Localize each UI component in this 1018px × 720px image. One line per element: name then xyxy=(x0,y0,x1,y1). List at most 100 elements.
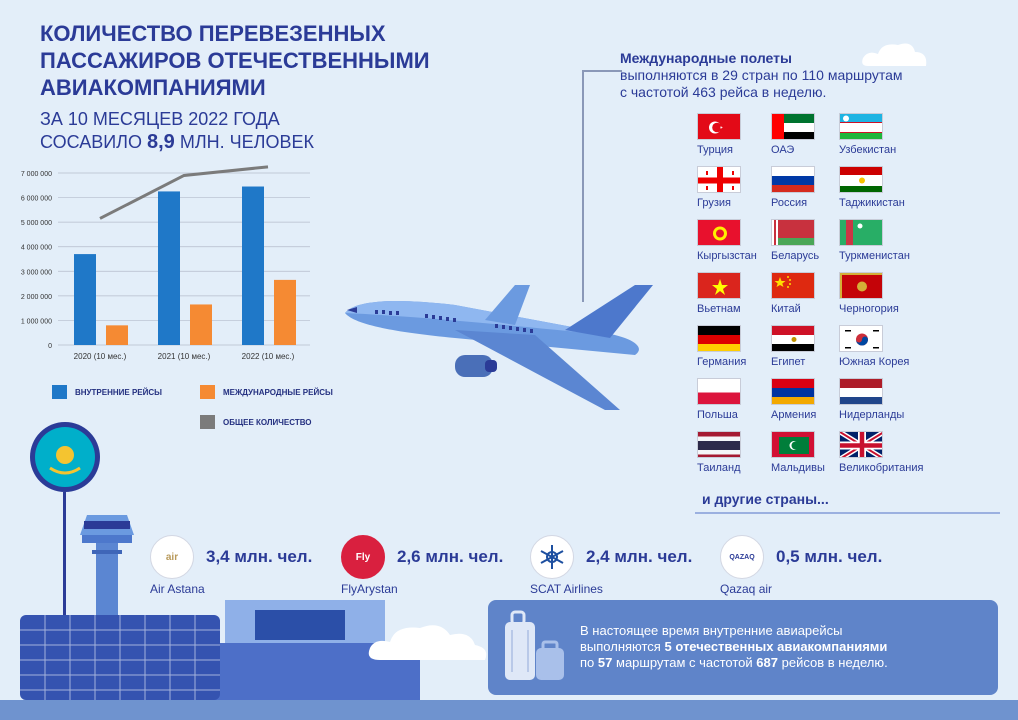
air-astana-logo-icon: air xyxy=(150,535,194,579)
flags-divider xyxy=(695,512,1000,514)
legend-international-swatch xyxy=(200,385,215,399)
germany-flag-icon xyxy=(697,325,741,352)
belarus-flag-icon xyxy=(771,219,815,246)
domestic-info-text: В настоящее время внутренние авиарейсы в… xyxy=(580,623,990,671)
country-item: Беларусь xyxy=(771,219,839,265)
domestic-line3-mid: маршрутам с частотой xyxy=(616,655,753,670)
y-tick-label: 7 000 000 xyxy=(21,171,52,178)
poland-flag-icon xyxy=(697,378,741,405)
legend-domestic: ВНУТРЕННИЕ РЕЙСЫ xyxy=(52,385,162,399)
country-flag-grid: Турция ОАЭ Узбекистан Грузия Россия Таджикист… xyxy=(697,113,949,477)
subtitle-period: ЗА 10 МЕСЯЦЕВ 2022 ГОДА xyxy=(40,109,280,129)
thailand-flag-icon xyxy=(697,431,741,458)
domestic-line3-prefix: по xyxy=(580,655,595,670)
china-flag-icon xyxy=(771,272,815,299)
scat-snowflake-icon xyxy=(540,545,564,569)
montenegro-flag-icon xyxy=(839,272,883,299)
country-name: Россия xyxy=(771,197,808,209)
scat-logo-icon xyxy=(530,535,574,579)
subtitle-total-suffix: МЛН. ЧЕЛОВЕК xyxy=(179,132,314,152)
subtitle-total: СОСАВИЛО 8,9 МЛН. ЧЕЛОВЕК xyxy=(40,131,440,153)
country-name: Вьетнам xyxy=(697,303,741,315)
turkey-flag-icon xyxy=(697,113,741,140)
international-line2: с частотой 463 рейса в неделю. xyxy=(620,84,827,100)
country-item: Турция xyxy=(697,113,771,159)
airline-qazaq-air: QAZAQ 0,5 млн. чел. Qazaq air xyxy=(720,535,882,596)
y-tick-label: 2 000 000 xyxy=(21,294,52,301)
control-tower-illustration xyxy=(80,515,134,625)
domestic-line1: В настоящее время внутренние авиарейсы xyxy=(580,623,843,638)
country-item: Таджикистан xyxy=(839,166,949,212)
international-title: Международные полеты xyxy=(620,50,792,66)
air-astana-name: Air Astana xyxy=(150,582,205,596)
domestic-routes: 57 xyxy=(597,655,613,670)
country-item: Польша xyxy=(697,378,771,424)
russia-flag-icon xyxy=(771,166,815,193)
vietnam-flag-icon xyxy=(697,272,741,299)
subtitle-total-value: 8,9 xyxy=(147,131,175,153)
ground-strip xyxy=(0,700,1018,720)
country-name: Польша xyxy=(697,409,738,421)
country-name: Нидерланды xyxy=(839,409,905,421)
y-tick-label: 5 000 000 xyxy=(21,220,52,227)
country-name: Грузия xyxy=(697,197,731,209)
y-tick-label: 6 000 000 xyxy=(21,196,52,203)
subtitle-total-prefix: СОСАВИЛО xyxy=(40,132,142,152)
country-item: Таиланд xyxy=(697,431,771,477)
georgia-flag-icon xyxy=(697,166,741,193)
airline-scat: 2,4 млн. чел. SCAT Airlines xyxy=(530,535,692,596)
uae-flag-icon xyxy=(771,113,815,140)
country-item: Германия xyxy=(697,325,771,371)
qazaq-air-name: Qazaq air xyxy=(720,582,773,596)
kazakhstan-flag-icon xyxy=(30,422,100,620)
country-name: Великобритания xyxy=(839,462,924,474)
country-item: Туркменистан xyxy=(839,219,949,265)
country-item: Кыргызстан xyxy=(697,219,771,265)
domestic-info-box xyxy=(488,600,998,695)
luggage-icon xyxy=(505,610,564,680)
country-item: Нидерланды xyxy=(839,378,949,424)
scat-name: SCAT Airlines xyxy=(530,582,603,596)
country-name: Египет xyxy=(771,356,806,368)
country-item: Грузия xyxy=(697,166,771,212)
country-name: Мальдивы xyxy=(771,462,825,474)
air-astana-value: 3,4 млн. чел. xyxy=(206,547,313,566)
legend-international-label: МЕЖДУНАРОДНЫЕ РЕЙСЫ xyxy=(223,387,333,397)
tajikistan-flag-icon xyxy=(839,166,883,193)
cloud-illustration-top xyxy=(862,43,927,66)
country-item: Южная Корея xyxy=(839,325,949,371)
flyarystan-value: 2,6 млн. чел. xyxy=(397,547,504,566)
cloud-illustration xyxy=(368,625,487,660)
y-tick-label: 0 xyxy=(48,343,52,350)
domestic-line2-strong: 5 отечественных авиакомпаниями xyxy=(664,639,888,654)
legend-total-swatch xyxy=(200,415,215,429)
country-name: Таджикистан xyxy=(839,197,905,209)
y-tick-label: 3 000 000 xyxy=(21,269,52,276)
country-item: Египет xyxy=(771,325,839,371)
country-item: Мальдивы xyxy=(771,431,839,477)
country-item: Узбекистан xyxy=(839,113,949,159)
country-name: ОАЭ xyxy=(771,144,795,156)
country-item: Вьетнам xyxy=(697,272,771,318)
y-tick-label: 4 000 000 xyxy=(21,245,52,252)
country-name: Таиланд xyxy=(697,462,741,474)
international-line1: выполняются в 29 стран по 110 маршрутам xyxy=(620,67,903,83)
country-item: Великобритания xyxy=(839,431,949,477)
bar-international xyxy=(106,325,128,345)
y-tick-label: 1 000 000 xyxy=(21,318,52,325)
country-name: Беларусь xyxy=(771,250,820,262)
south-korea-flag-icon xyxy=(839,325,883,352)
bar-domestic xyxy=(74,254,96,345)
country-name: Германия xyxy=(697,356,747,368)
x-tick-label: 2022 (10 мес.) xyxy=(242,352,295,361)
uk-flag-icon xyxy=(839,431,883,458)
country-name: Черногория xyxy=(839,303,899,315)
bar-domestic xyxy=(158,191,180,345)
maldives-flag-icon xyxy=(771,431,815,458)
scat-value: 2,4 млн. чел. xyxy=(586,547,693,566)
line-total xyxy=(99,165,269,220)
country-name: Китай xyxy=(771,303,801,315)
connector-line-horizontal xyxy=(582,70,622,72)
country-item: Черногория xyxy=(839,272,949,318)
netherlands-flag-icon xyxy=(839,378,883,405)
